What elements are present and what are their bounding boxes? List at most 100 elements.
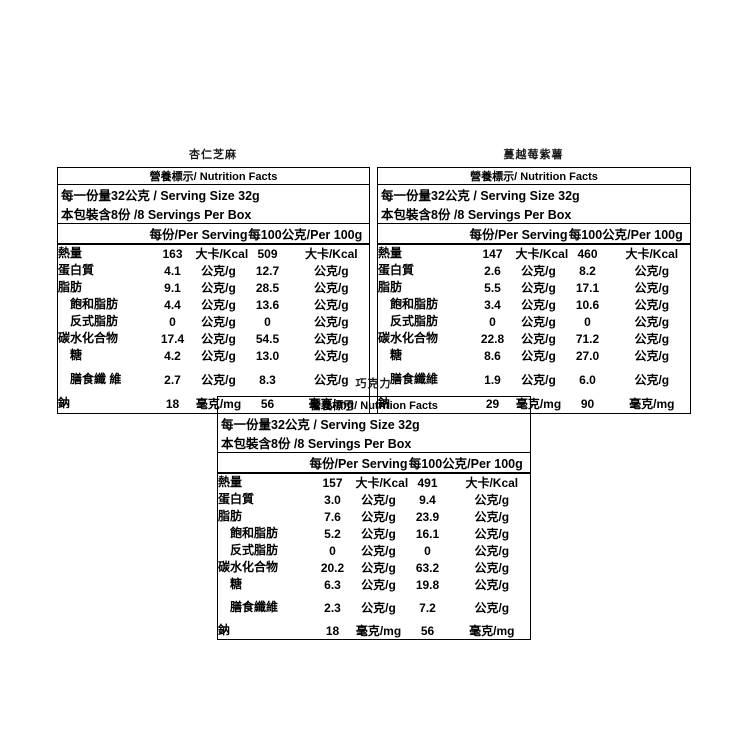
unit-per-serving: 公克/g [361, 601, 396, 615]
nutrition-panel-almond-sesame: 杏仁芝麻 營養標示/ Nutrition Facts 每一份量32公克 / Se… [57, 149, 371, 414]
value-per-100g: 71.2 [575, 331, 600, 346]
unit-per-serving: 公克/g [521, 315, 556, 329]
value-per-serving: 163 [162, 246, 183, 261]
serving-size-row: 每一份量32公克 / Serving Size 32g [218, 414, 531, 434]
value-per-serving: 22.8 [480, 331, 505, 346]
value-per-serving: 18 [325, 623, 340, 638]
unit-per-100g: 公克/g [634, 315, 670, 329]
unit-per-serving: 公克/g [521, 349, 556, 363]
nutrient-row: 熱量 163 大卡/Kcal 509 大卡/Kcal [58, 244, 370, 262]
servings-per-box-row: 本包裝含8份 /8 Servings Per Box [57, 204, 370, 224]
nutrition-facts-table: 營養標示/ Nutrition Facts 每一份量32公克 / Serving… [217, 396, 532, 640]
nutrient-label: 熱量 [378, 246, 403, 260]
value-per-100g: 17.1 [575, 280, 600, 295]
nutrient-label: 飽和脂肪 [390, 297, 439, 311]
value-per-serving: 20.2 [320, 560, 345, 575]
unit-per-serving: 公克/g [201, 281, 236, 295]
unit-per-serving: 公克/g [201, 349, 236, 363]
value-per-100g: 16.1 [415, 526, 440, 541]
nutrient-label: 蛋白質 [378, 263, 415, 277]
unit-per-serving: 公克/g [201, 298, 236, 312]
nutrient-label: 蛋白質 [218, 492, 255, 506]
serving-size-text: 每一份量32公克 / Serving Size 32g [381, 189, 580, 203]
value-per-100g: 56 [420, 623, 435, 638]
per-serving-column-header: 每份/Per Serving [469, 223, 567, 245]
value-per-serving: 2.6 [484, 263, 501, 278]
nutrition-facts-table: 營養標示/ Nutrition Facts 每一份量32公克 / Serving… [57, 167, 371, 414]
nutrient-row: 飽和脂肪 4.4 公克/g 13.6 公克/g [58, 296, 370, 313]
servings-per-box-row: 本包裝含8份 /8 Servings Per Box [217, 433, 531, 453]
unit-per-serving: 公克/g [361, 493, 396, 507]
nutrient-row: 膳食纖維 1.9 公克/g 6.0 公克/g [378, 364, 691, 395]
nutrient-row: 蛋白質 2.6 公克/g 8.2 公克/g [378, 262, 691, 279]
unit-per-100g: 公克/g [313, 264, 349, 278]
nutrient-label: 飽和脂肪 [70, 297, 119, 311]
per-serving-column-header: 每份/Per Serving [149, 223, 247, 245]
nutrient-label: 膳食纖維 [230, 600, 279, 614]
nutrition-facts-header-row: 營養標示/ Nutrition Facts [377, 167, 691, 185]
unit-per-100g: 毫克/mg [469, 624, 515, 638]
nutrient-row: 糖 4.2 公克/g 13.0 公克/g [58, 347, 370, 364]
value-per-100g: 27.0 [575, 348, 600, 363]
nutrition-facts-header: 營養標示/ Nutrition Facts [57, 167, 370, 185]
unit-per-100g: 公克/g [634, 298, 670, 312]
value-per-100g: 509 [257, 246, 278, 261]
unit-per-serving: 大卡/Kcal [355, 476, 409, 490]
unit-per-serving: 公克/g [201, 332, 236, 346]
value-per-100g: 23.9 [415, 509, 440, 524]
nutrient-label: 脂肪 [378, 280, 403, 294]
nutrient-row: 蛋白質 3.0 公克/g 9.4 公克/g [218, 491, 531, 508]
servings-per-box-row: 本包裝含8份 /8 Servings Per Box [377, 204, 691, 224]
value-per-100g: 0 [424, 543, 431, 558]
nutrition-facts-header-row: 營養標示/ Nutrition Facts [57, 167, 370, 185]
unit-per-100g: 公克/g [313, 315, 349, 329]
nutrient-label: 碳水化合物 [218, 560, 279, 574]
value-per-100g: 460 [577, 246, 598, 261]
value-per-serving: 3.4 [484, 297, 501, 312]
unit-per-100g: 公克/g [474, 527, 510, 541]
unit-per-100g: 公克/g [634, 332, 670, 346]
value-per-serving: 18 [165, 396, 180, 411]
unit-per-100g: 公克/g [474, 510, 510, 524]
unit-per-100g: 公克/g [634, 373, 670, 387]
column-header-row: 每份/Per Serving 每100公克/Per 100g [377, 223, 691, 245]
unit-per-100g: 毫克/mg [629, 397, 675, 412]
unit-per-100g: 公克/g [313, 373, 349, 387]
value-per-serving: 147 [482, 246, 503, 261]
nutrient-row: 熱量 147 大卡/Kcal 460 大卡/Kcal [378, 244, 691, 262]
per-serving-column-header: 每份/Per Serving [309, 452, 407, 474]
servings-per-box-text: 本包裝含8份 /8 Servings Per Box [377, 204, 691, 224]
value-per-100g: 12.7 [255, 263, 280, 278]
serving-size-text: 每一份量32公克 / Serving Size 32g [221, 418, 420, 432]
value-per-100g: 6.0 [579, 372, 596, 387]
nutrition-facts-header-row: 營養標示/ Nutrition Facts [217, 396, 531, 414]
value-per-serving: 8.6 [484, 348, 501, 363]
value-per-serving: 1.9 [484, 372, 501, 387]
nutrition-panel-cranberry-purple-potato: 蔓越莓紫薯 營養標示/ Nutrition Facts 每一份量32公克 / S… [377, 149, 692, 414]
nutrient-row: 膳食纖 維 2.7 公克/g 8.3 公克/g [58, 364, 370, 395]
nutrient-label: 鈉 [58, 396, 71, 411]
serving-size-text: 每一份量32公克 / Serving Size 32g [61, 189, 260, 203]
value-per-100g: 9.4 [419, 492, 436, 507]
column-header-row: 每份/Per Serving 每100公克/Per 100g [217, 452, 531, 474]
nutrient-label: 脂肪 [218, 509, 243, 523]
nutrient-label: 碳水化合物 [58, 331, 119, 345]
unit-per-serving: 公克/g [201, 264, 236, 278]
nutrient-row: 脂肪 9.1 公克/g 28.5 公克/g [58, 279, 370, 296]
value-per-100g: 13.0 [255, 348, 280, 363]
per-100g-column-header: 每100公克/Per 100g [561, 223, 691, 245]
column-header-row: 每份/Per Serving 每100公克/Per 100g [57, 223, 370, 245]
value-per-serving: 7.6 [324, 509, 341, 524]
unit-per-serving: 公克/g [521, 281, 556, 295]
nutrient-row: 反式脂肪 0 公克/g 0 公克/g [58, 313, 370, 330]
unit-per-serving: 公克/g [361, 561, 396, 575]
value-per-100g: 0 [584, 314, 591, 329]
unit-per-serving: 公克/g [361, 544, 396, 558]
unit-per-serving: 大卡/Kcal [515, 247, 569, 261]
value-per-serving: 2.3 [324, 600, 341, 615]
nutrient-row: 脂肪 7.6 公克/g 23.9 公克/g [218, 508, 531, 525]
unit-per-serving: 公克/g [361, 578, 396, 592]
nutrient-label: 反式脂肪 [390, 314, 439, 328]
servings-per-box-text: 本包裝含8份 /8 Servings Per Box [57, 204, 370, 224]
flavor-title: 杏仁芝麻 [189, 149, 237, 161]
